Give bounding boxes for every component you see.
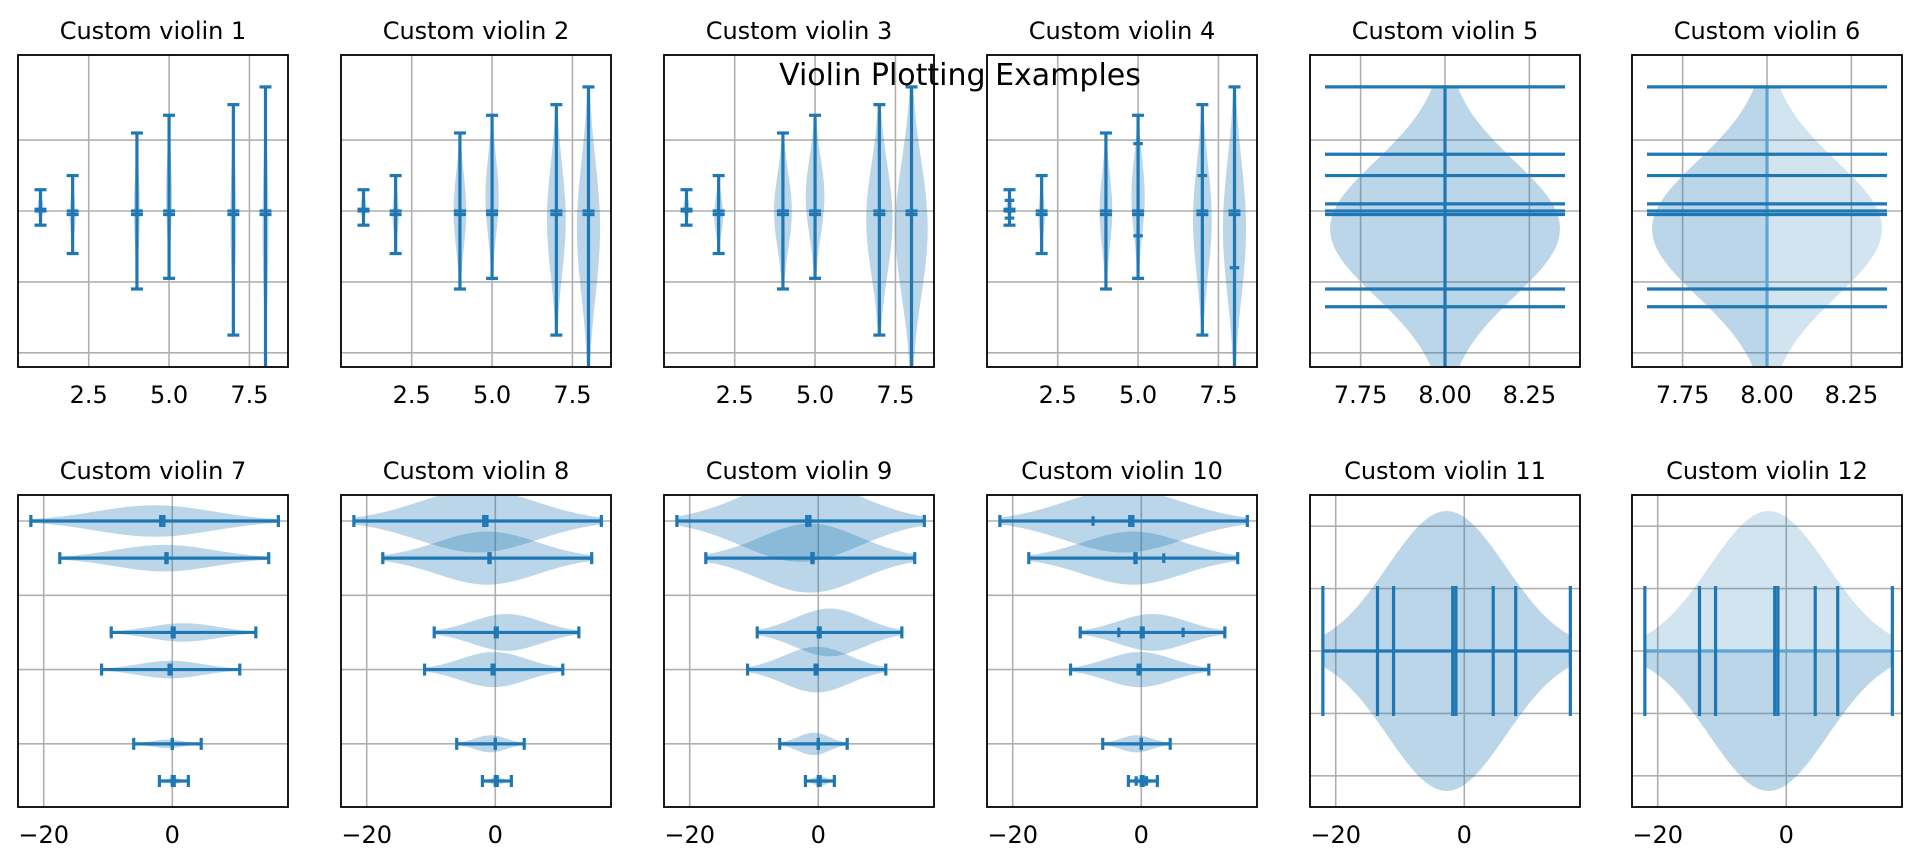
x-tick-label: 2.5: [716, 381, 754, 409]
axes-frame: [340, 494, 612, 808]
axes-frame: [1631, 54, 1903, 368]
subplot-title: Custom violin 8: [383, 457, 570, 485]
violin-body: [676, 495, 925, 562]
x-tick-label: 2.5: [70, 381, 108, 409]
x-tick-label: 0: [811, 821, 826, 849]
subplot-title: Custom violin 1: [60, 17, 247, 45]
axes-frame: [17, 54, 289, 368]
axes-frame: [340, 54, 612, 368]
subplot-11: Custom violin 11 −20 0: [1309, 457, 1581, 849]
violin-body-right: [1644, 511, 1893, 651]
subplot-title: Custom violin 3: [706, 17, 893, 45]
plot-area: [34, 85, 272, 367]
subplot-2: Custom violin 2 2.5 5.0 7.5: [340, 17, 612, 409]
subplot-10: Custom violin 10 −20 0: [986, 457, 1258, 849]
violin-body-left: [1652, 86, 1767, 367]
axes-frame: [17, 494, 289, 808]
subplot-title: Custom violin 9: [706, 457, 893, 485]
x-tick-label: 0: [165, 821, 180, 849]
x-tick-label: 8.00: [1740, 381, 1793, 409]
x-tick-label: −20: [1632, 821, 1683, 849]
axes-frame: [663, 54, 935, 368]
plot-area: [1325, 85, 1565, 367]
x-tick-label: 0: [1457, 821, 1472, 849]
plot-area: [1643, 511, 1894, 791]
subplot-title: Custom violin 4: [1029, 17, 1216, 45]
subplot-4: Custom violin 4 2.5 5.0 7.5: [986, 17, 1258, 409]
plot-area: [1321, 511, 1572, 791]
x-tick-label: 5.0: [796, 381, 834, 409]
axes-frame: [1309, 494, 1581, 808]
subplot-8: Custom violin 8 −20 0: [340, 457, 612, 849]
subplot-title: Custom violin 6: [1674, 17, 1861, 45]
subplot-title: Custom violin 11: [1344, 457, 1546, 485]
x-tick-label: 7.5: [876, 381, 914, 409]
subplot-7: Custom violin 7 −20 0: [17, 457, 289, 849]
plot-area: [1647, 85, 1887, 367]
subplot-title: Custom violin 7: [60, 457, 247, 485]
figure-title: Violin Plotting Examples: [779, 58, 1141, 93]
x-tick-label: 7.5: [553, 381, 591, 409]
x-tick-label: 8.00: [1418, 381, 1471, 409]
x-tick-label: 0: [488, 821, 503, 849]
x-tick-label: 7.75: [1334, 381, 1387, 409]
axes-frame: [663, 494, 935, 808]
subplot-title: Custom violin 12: [1666, 457, 1868, 485]
x-tick-label: 7.5: [1199, 381, 1237, 409]
plot-area: [357, 85, 601, 367]
violin-body-left: [1644, 651, 1893, 791]
x-tick-label: 5.0: [473, 381, 511, 409]
violin-body: [999, 495, 1248, 553]
plot-area: [675, 495, 926, 787]
subplot-1: Custom violin 1 2.5 5.0 7.5: [17, 17, 289, 409]
x-tick-label: −20: [664, 821, 715, 849]
x-tick-label: 7.5: [230, 381, 268, 409]
subplot-title: Custom violin 2: [383, 17, 570, 45]
x-tick-label: 2.5: [1039, 381, 1077, 409]
subplot-5: Custom violin 5 7.75 8.00 8.25: [1309, 17, 1581, 409]
x-tick-label: 7.75: [1656, 381, 1709, 409]
axes-frame: [1631, 494, 1903, 808]
x-tick-label: 2.5: [393, 381, 431, 409]
x-tick-label: 0: [1779, 821, 1794, 849]
subplot-grid: Custom violin 1 2.5 5.0 7.5 Custom violin 2 2…: [17, 17, 1903, 849]
x-tick-label: 5.0: [1119, 381, 1157, 409]
subplot-12: Custom violin 12 −20 0: [1631, 457, 1903, 849]
plot-area: [680, 85, 928, 367]
x-tick-label: −20: [341, 821, 392, 849]
violin-body-right: [1767, 86, 1882, 367]
x-tick-label: −20: [1310, 821, 1361, 849]
axes-frame: [1309, 54, 1581, 368]
plot-area: [352, 495, 603, 787]
subplot-9: Custom violin 9 −20 0: [663, 457, 935, 849]
violin-body: [353, 495, 602, 553]
axes-frame: [986, 494, 1258, 808]
subplot-title: Custom violin 5: [1352, 17, 1539, 45]
subplot-3: Custom violin 3 2.5 5.0 7.5: [663, 17, 935, 409]
x-tick-label: 8.25: [1825, 381, 1878, 409]
subplot-title: Custom violin 10: [1021, 457, 1223, 485]
x-tick-label: 5.0: [150, 381, 188, 409]
axes-frame: [986, 54, 1258, 368]
plot-area: [29, 505, 280, 787]
x-tick-label: −20: [18, 821, 69, 849]
plot-area: [1003, 85, 1247, 367]
x-tick-label: −20: [987, 821, 1038, 849]
x-tick-label: 0: [1134, 821, 1149, 849]
x-tick-label: 8.25: [1503, 381, 1556, 409]
subplot-6: Custom violin 6 7.75 8.00 8.25: [1631, 17, 1903, 409]
plot-area: [998, 495, 1249, 787]
